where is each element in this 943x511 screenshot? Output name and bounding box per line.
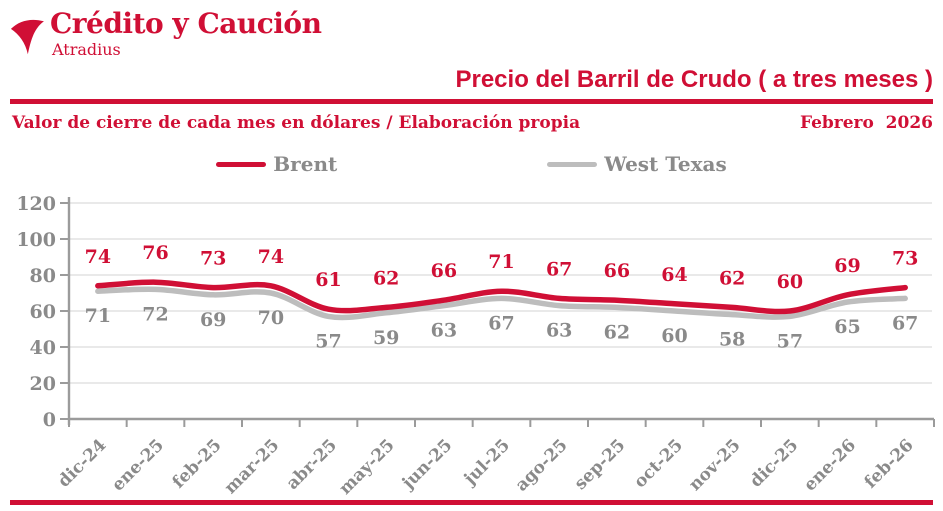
data-label-west-texas-ene-26: 65: [834, 316, 860, 338]
legend-label-brent: Brent: [273, 152, 338, 176]
data-label-west-texas-ago-25: 63: [546, 320, 572, 342]
data-label-west-texas-dic-25: 57: [777, 330, 803, 352]
y-axis-label-0: 0: [43, 409, 56, 431]
x-axis-label-sep-25: sep-25: [571, 435, 630, 494]
series-line-west-texas: [95, 286, 908, 321]
x-axis-label-dic-24: dic-24: [54, 435, 110, 491]
x-axis-label-jul-25: jul-25: [459, 435, 514, 490]
brand-subname: Atradius: [52, 40, 121, 59]
x-axis-label-abr-25: abr-25: [283, 435, 341, 493]
bottom-divider: [10, 500, 933, 505]
data-label-brent-nov-25: 62: [719, 267, 745, 289]
data-label-west-texas-dic-24: 71: [85, 305, 111, 327]
data-label-brent-dic-25: 60: [777, 271, 803, 293]
legend: Brent West Texas: [0, 152, 943, 176]
data-label-brent-jul-25: 71: [488, 251, 514, 273]
page-title: Precio del Barril de Crudo ( a tres mese…: [455, 66, 933, 93]
data-label-brent-mar-25: 74: [258, 246, 284, 268]
data-label-brent-may-25: 62: [373, 267, 399, 289]
line-chart: 0 20 40 60 80 100 120 dic-24 ene-25 feb-25 mar-25 a…: [0, 185, 943, 500]
data-label-brent-feb-25: 73: [200, 248, 226, 270]
x-axis-label-jun-25: jun-25: [397, 435, 456, 494]
data-label-brent-ene-25: 76: [142, 242, 168, 264]
data-label-west-texas-feb-26: 67: [892, 312, 918, 334]
data-label-brent-abr-25: 61: [315, 269, 341, 291]
data-label-west-texas-oct-25: 60: [661, 325, 687, 347]
x-axis-label-ene-26: ene-26: [800, 435, 860, 495]
brand-logo: Crédito y Caución Atradius: [8, 7, 322, 59]
x-axis-label-feb-25: feb-25: [169, 435, 226, 492]
data-label-west-texas-feb-25: 69: [200, 309, 226, 331]
data-label-west-texas-jun-25: 63: [431, 320, 457, 342]
data-label-west-texas-may-25: 59: [373, 327, 399, 349]
y-axis-label-120: 120: [16, 193, 56, 215]
data-label-west-texas-mar-25: 70: [258, 307, 284, 329]
y-axis-label-60: 60: [30, 301, 56, 323]
brand-text: Crédito y Caución Atradius: [50, 7, 322, 59]
y-axis-label-20: 20: [30, 373, 56, 395]
legend-label-west-texas: West Texas: [604, 152, 727, 176]
data-label-west-texas-abr-25: 57: [315, 330, 341, 352]
legend-swatch-west-texas: [547, 161, 598, 167]
x-axis-label-may-25: may-25: [335, 435, 398, 498]
legend-item-brent: Brent: [216, 152, 337, 176]
y-axis-label-80: 80: [30, 265, 56, 287]
data-label-west-texas-jul-25: 67: [488, 312, 514, 334]
data-label-west-texas-nov-25: 58: [719, 329, 745, 351]
x-axis-label-dic-25: dic-25: [746, 435, 802, 491]
data-label-brent-ago-25: 67: [546, 258, 572, 280]
data-label-brent-feb-26: 73: [892, 248, 918, 270]
x-axis-label-mar-25: mar-25: [221, 435, 284, 498]
data-label-west-texas-sep-25: 62: [604, 321, 630, 343]
data-label-brent-sep-25: 66: [604, 260, 630, 282]
x-axis-label-oct-25: oct-25: [630, 435, 687, 492]
data-label-brent-dic-24: 74: [85, 246, 111, 268]
data-label-brent-oct-25: 64: [661, 264, 687, 286]
bird-dart-icon: [10, 19, 44, 55]
data-label-brent-jun-25: 66: [431, 260, 457, 282]
brand-name: Crédito y Caución: [50, 7, 322, 40]
report-date: Febrero 2026: [799, 113, 933, 133]
x-axis-label-nov-25: nov-25: [685, 435, 745, 495]
x-axis-label-feb-26: feb-26: [861, 435, 918, 492]
data-label-brent-ene-26: 69: [834, 255, 860, 277]
x-axis-label-ene-25: ene-25: [108, 435, 168, 495]
legend-item-west-texas: West Texas: [547, 152, 727, 176]
series-line-brent: [95, 279, 908, 315]
y-axis-label-40: 40: [30, 337, 56, 359]
legend-swatch-brent: [216, 161, 267, 167]
y-axis-label-100: 100: [16, 229, 56, 251]
chart-subtitle: Valor de cierre de cada mes en dólares /…: [12, 113, 581, 133]
data-label-west-texas-ene-25: 72: [142, 303, 168, 325]
x-axis-label-ago-25: ago-25: [512, 435, 572, 495]
top-divider: [10, 99, 933, 104]
